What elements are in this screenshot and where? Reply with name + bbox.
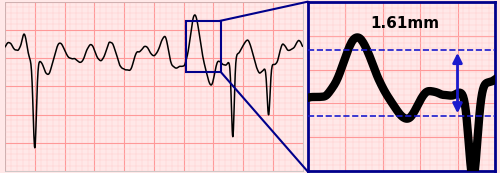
Text: 1.61mm: 1.61mm [370,16,440,31]
Bar [186,21,220,72]
